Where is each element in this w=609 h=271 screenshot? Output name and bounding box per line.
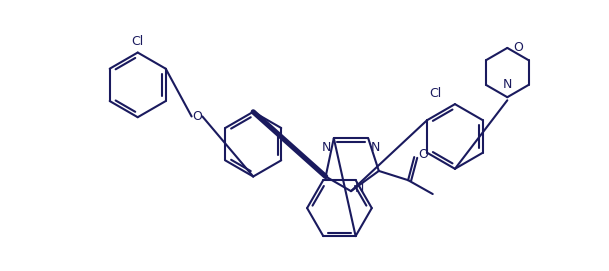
Text: Cl: Cl [132, 35, 144, 48]
Text: O: O [418, 148, 428, 161]
Text: N: N [355, 182, 364, 195]
Text: Cl: Cl [429, 86, 442, 99]
Text: N: N [322, 141, 331, 154]
Text: N: N [502, 78, 512, 91]
Text: O: O [513, 41, 523, 54]
Text: O: O [192, 110, 202, 123]
Text: N: N [370, 141, 380, 153]
